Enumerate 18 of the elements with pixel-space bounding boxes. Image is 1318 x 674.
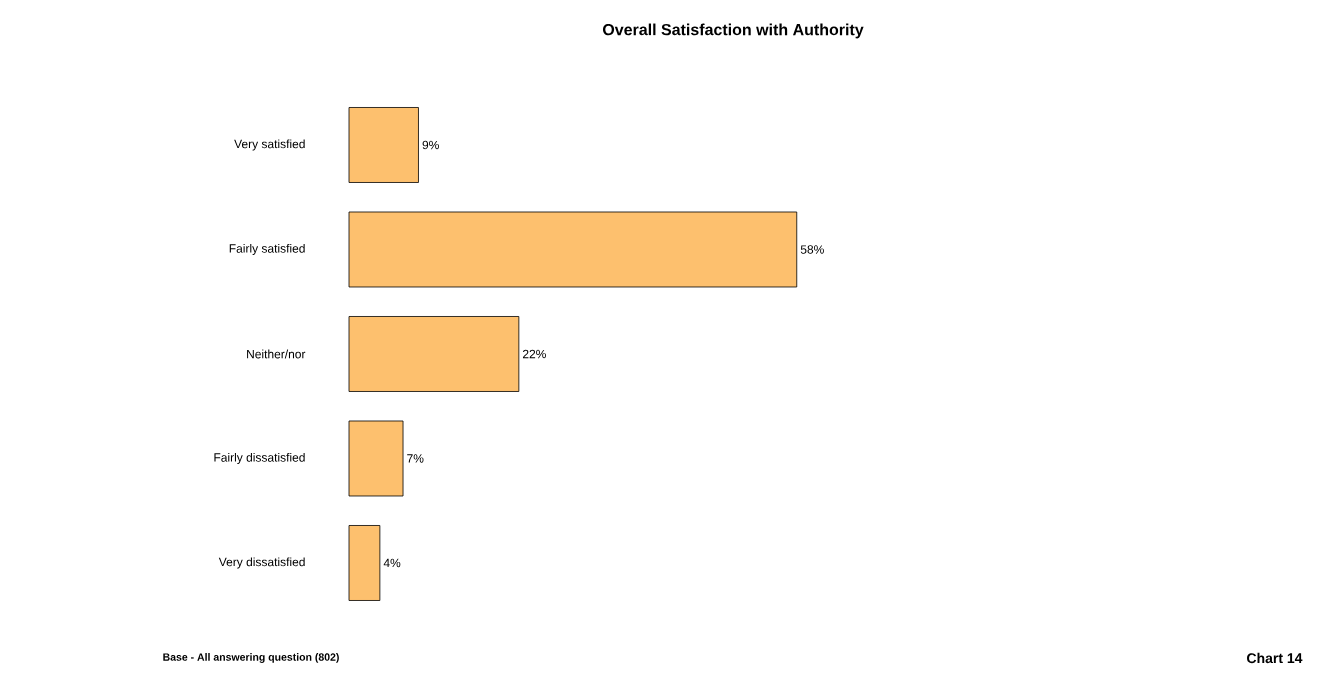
- y-tick-label: Fairly dissatisfied: [214, 452, 305, 465]
- bar: [348, 316, 520, 392]
- data-label: 4%: [383, 558, 401, 568]
- y-tick-label: Fairly satisfied: [229, 243, 305, 256]
- y-tick-label: Very satisfied: [234, 139, 305, 151]
- y-tick-label: Neither/nor: [247, 349, 306, 359]
- chart-title: Overall Satisfaction with Authority: [602, 23, 864, 39]
- bar: [348, 107, 419, 183]
- data-label: 9%: [422, 140, 439, 150]
- data-label: 58%: [800, 245, 824, 254]
- caption: Chart 14: [1247, 652, 1303, 664]
- text: Base - All answering question (802): [163, 653, 339, 663]
- bar: [348, 525, 381, 601]
- bar: [348, 211, 798, 288]
- data-label: 22%: [522, 349, 546, 359]
- y-tick-label: Very dissatisfied: [218, 557, 305, 569]
- data-label: 7%: [407, 454, 424, 463]
- bar: [348, 420, 404, 497]
